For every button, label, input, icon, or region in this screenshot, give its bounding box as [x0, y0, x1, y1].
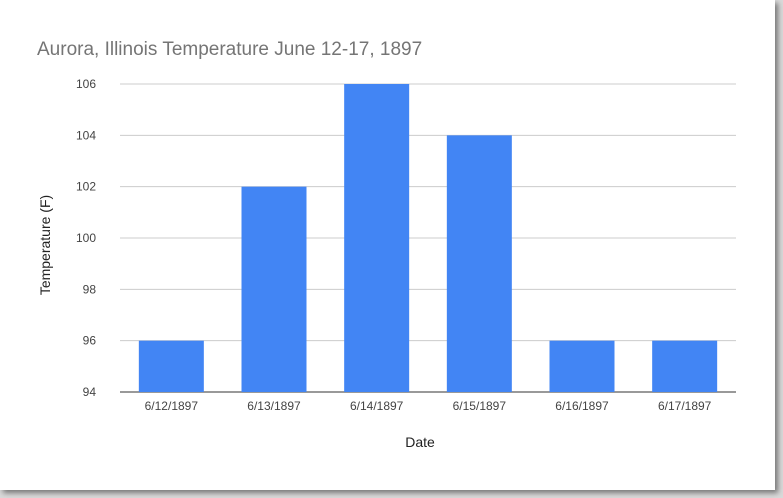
y-axis-ticks: 94 96 98 100 102 104 106	[76, 77, 96, 399]
y-tick-label: 98	[83, 282, 97, 296]
x-axis-label: Date	[405, 434, 435, 450]
x-tick-label: 6/16/1897	[555, 399, 609, 413]
bar	[241, 186, 307, 392]
bar	[138, 340, 204, 392]
bar	[549, 340, 615, 392]
gridlines	[120, 83, 736, 393]
x-tick-label: 6/14/1897	[350, 399, 404, 413]
y-tick-label: 102	[76, 180, 96, 194]
x-tick-label: 6/15/1897	[453, 399, 507, 413]
bar-chart: Aurora, Illinois Temperature June 12-17,…	[37, 39, 736, 450]
y-tick-label: 94	[83, 385, 97, 399]
y-tick-label: 100	[76, 231, 96, 245]
y-tick-label: 104	[76, 128, 96, 142]
x-tick-label: 6/12/1897	[145, 399, 199, 413]
y-tick-label: 106	[76, 77, 96, 91]
bar	[652, 340, 718, 392]
x-tick-label: 6/17/1897	[658, 399, 712, 413]
chart-frame: Aurora, Illinois Temperature June 12-17,…	[0, 0, 775, 490]
x-axis-ticks: 6/12/1897 6/13/1897 6/14/1897 6/15/1897 6/16…	[145, 399, 712, 413]
y-axis-label: Temperature (F)	[37, 195, 53, 295]
bar	[344, 84, 410, 392]
bars	[138, 84, 718, 393]
y-tick-label: 96	[83, 334, 97, 348]
chart-title: Aurora, Illinois Temperature June 12-17,…	[37, 39, 422, 60]
bar	[446, 135, 512, 393]
x-tick-label: 6/13/1897	[247, 399, 301, 413]
